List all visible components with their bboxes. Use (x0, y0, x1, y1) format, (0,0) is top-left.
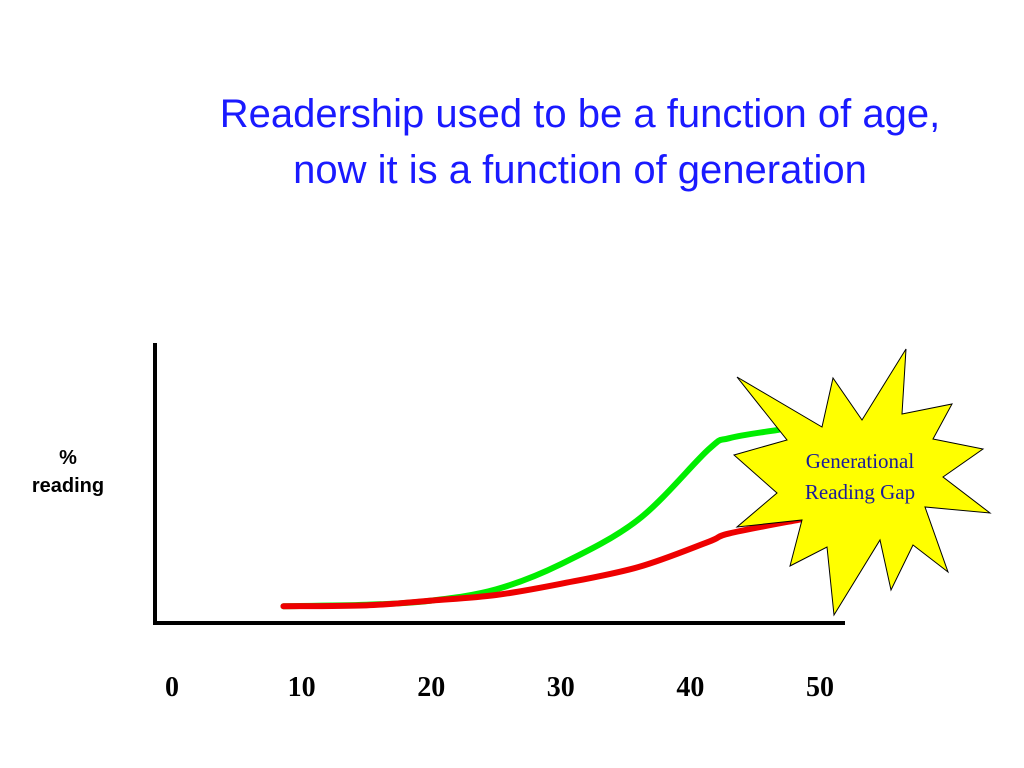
y-axis-label: % reading (18, 444, 118, 500)
starburst-annotation: Generational Reading Gap (732, 348, 992, 617)
y-axis-label-line-2: reading (31, 475, 105, 497)
x-tick-label: 40 (676, 672, 704, 703)
starburst-shape (732, 348, 992, 617)
annotation-line-2: Reading Gap (805, 480, 915, 504)
y-axis-label-line-1: % (59, 447, 77, 469)
title-line-1: Readership used to be a function of age, (219, 92, 941, 136)
x-tick-label: 30 (547, 672, 575, 703)
title-line-2: now it is a function of generation (293, 148, 867, 192)
x-tick-label: 10 (288, 672, 316, 703)
slide-title: Readership used to be a function of age,… (150, 86, 1010, 198)
red-series-line (280, 516, 804, 610)
x-tick-label: 20 (417, 672, 445, 703)
annotation-line-1: Generational (806, 449, 915, 473)
x-tick-label: 0 (165, 672, 179, 703)
green-series-line (280, 426, 782, 610)
x-tick-label: 50 (806, 672, 834, 703)
